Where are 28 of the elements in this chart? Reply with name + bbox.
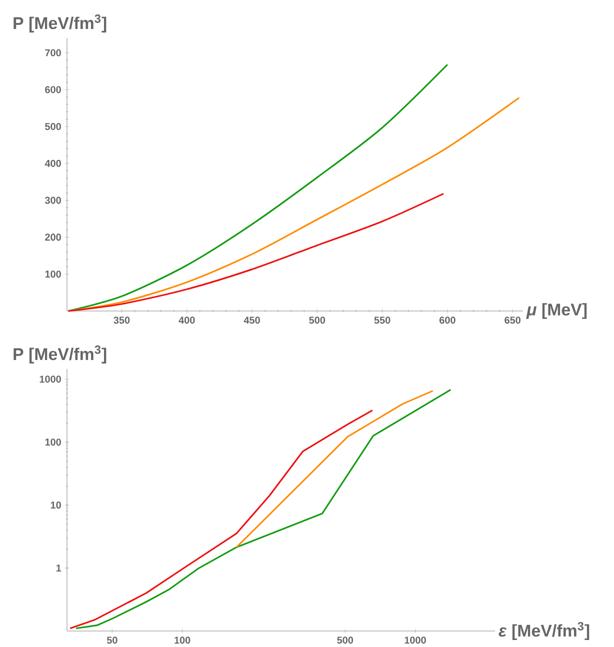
y-tick-label: 500 (45, 123, 61, 130)
x-tick-label: 650 (504, 316, 520, 324)
y-tick-label: 1000 (40, 376, 61, 383)
y-axis-title: P [MeV/fm$^{3}$] (14, 14, 106, 32)
y-tick-label: 10 (50, 502, 61, 509)
line-series (68, 192, 444, 312)
x-axis-title: ε [MeV/fm$^{3}$] (498, 622, 590, 640)
y-tick-label: 400 (44, 160, 61, 167)
y-tick-label: 700 (45, 49, 61, 56)
x-tick-label: 600 (439, 316, 456, 324)
x-tick-label: 500 (337, 636, 354, 644)
y-axis-title: P [MeV/fm$^{3}$] (14, 345, 106, 364)
line-series (68, 64, 448, 312)
x-tick-label: 50 (106, 636, 118, 644)
x-tick-label: 500 (309, 316, 326, 324)
y-tick-label: 100 (45, 438, 61, 446)
x-tick-label: 1000 (404, 636, 426, 644)
x-tick-label: 550 (374, 316, 390, 324)
y-tick-label: 1 (56, 564, 62, 572)
x-tick-label: 400 (178, 316, 195, 324)
x-tick-label: 350 (114, 316, 130, 324)
x-tick-label: 450 (244, 316, 260, 324)
x-axis-title: μ [MeV] (526, 303, 587, 319)
y-tick-label: 200 (45, 234, 61, 241)
x-tick-label: 100 (174, 636, 190, 644)
y-tick-label: 300 (44, 196, 61, 204)
y-tick-label: 100 (45, 270, 61, 278)
y-tick-label: 600 (45, 86, 61, 94)
